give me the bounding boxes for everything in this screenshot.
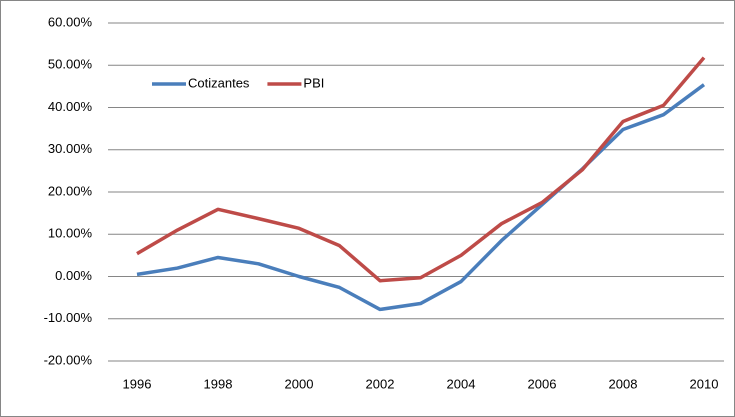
y-tick-label: -20.00% — [44, 352, 93, 367]
x-tick-label: 1998 — [204, 376, 233, 391]
x-tick-label: 2000 — [285, 376, 314, 391]
y-tick-label: 20.00% — [48, 183, 93, 198]
y-tick-label: 50.00% — [48, 57, 93, 72]
x-tick-label: 1996 — [123, 376, 152, 391]
x-tick-label: 2008 — [609, 376, 638, 391]
y-tick-label: 10.00% — [48, 226, 93, 241]
line-series — [136, 56, 706, 283]
legend-label: PBI — [303, 75, 324, 90]
line-series — [136, 83, 706, 312]
y-tick-label: 40.00% — [48, 99, 93, 114]
y-tick-label: 30.00% — [48, 141, 93, 156]
y-tick-label: 0.00% — [55, 268, 92, 283]
x-tick-label: 2004 — [447, 376, 476, 391]
x-tick-label: 2010 — [690, 376, 719, 391]
y-tick-label: 60.00% — [48, 14, 93, 29]
y-tick-label: -10.00% — [44, 310, 93, 325]
x-tick-label: 2002 — [366, 376, 395, 391]
legend-label: Cotizantes — [188, 75, 250, 90]
x-tick-label: 2006 — [528, 376, 557, 391]
